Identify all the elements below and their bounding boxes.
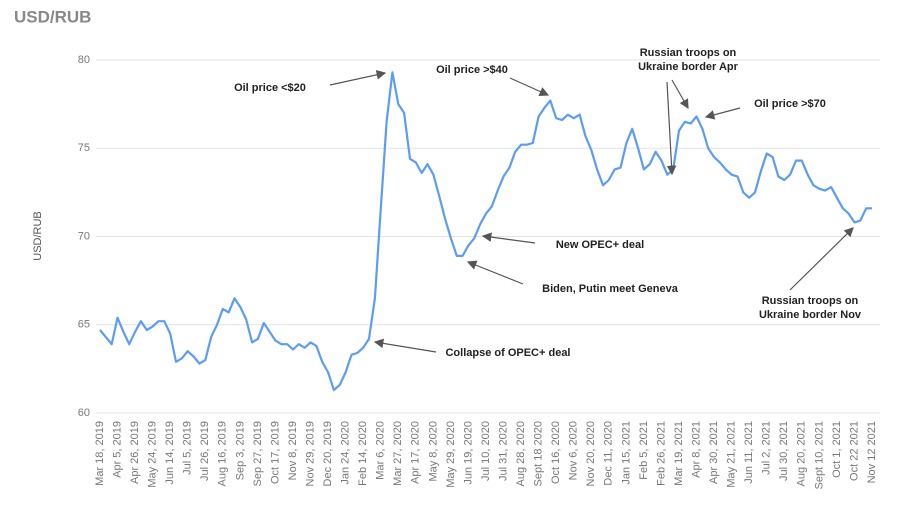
x-tick-label: Sept 18 2020 [533, 421, 545, 486]
x-tick-label: Jul 2, 2021 [761, 421, 773, 475]
x-tick-label: Nov 29, 2019 [304, 421, 316, 486]
annotation: Oil price >$70 [754, 98, 826, 110]
annotation-arrow [509, 77, 550, 96]
x-tick-label: Aug 20, 2021 [796, 421, 808, 486]
annotation: Ukraine border Apr [638, 61, 739, 73]
x-tick-label: Apr 17, 2020 [410, 421, 422, 484]
y-tick-label: 60 [78, 407, 90, 419]
x-tick-label: Sept 10, 2021 [813, 421, 825, 490]
x-tick-label: May 21, 2021 [726, 421, 738, 488]
x-tick-label: Dec 11, 2020 [603, 421, 615, 486]
x-tick-label: Apr 30, 2021 [708, 421, 720, 484]
x-tick-label: May 24, 2019 [147, 421, 159, 488]
x-tick-label: Mar 18, 2019 [94, 421, 106, 486]
annotation-arrow [666, 81, 677, 176]
annotation-arrow [704, 107, 741, 120]
x-tick-label: Oct 22 2021 [848, 421, 860, 481]
y-axis-label: USD/RUB [32, 211, 44, 261]
x-tick-label: Dec 20, 2019 [322, 421, 334, 486]
x-tick-label: Oct 1, 2021 [831, 421, 843, 478]
x-tick-label: Feb 14, 2020 [357, 421, 369, 486]
annotation: Collapse of OPEC+ deal [445, 347, 570, 359]
x-tick-label: Nov 8, 2019 [287, 421, 299, 480]
annotation-arrow [671, 79, 689, 110]
x-tick-label: Jul 10, 2020 [480, 421, 492, 481]
x-tick-label: Mar 6, 2020 [375, 421, 387, 480]
annotation: Ukraine border Nov [759, 309, 862, 321]
y-tick-label: 75 [78, 142, 90, 154]
x-tick-label: Jun 14, 2019 [164, 421, 176, 485]
x-tick-label: Jul 31, 2020 [497, 421, 509, 481]
x-tick-label: Sep 27, 2019 [252, 421, 264, 486]
annotation-arrow [481, 232, 536, 244]
annotation-arrow [466, 260, 524, 285]
x-tick-label: May 29, 2020 [445, 421, 457, 488]
x-tick-label: Jul 30, 2021 [778, 421, 790, 481]
x-tick-label: Sep 3, 2019 [234, 421, 246, 480]
x-tick-label: Jun 19, 2020 [462, 421, 474, 485]
annotation-arrow [789, 227, 854, 291]
y-tick-label: 65 [78, 319, 90, 331]
annotation-arrow [329, 70, 387, 86]
x-tick-label: Jan 24, 2020 [340, 421, 352, 485]
x-tick-label: Feb 5, 2021 [638, 421, 650, 480]
x-tick-label: Nov 6, 2020 [568, 421, 580, 480]
x-tick-label: Jun 11, 2021 [743, 421, 755, 484]
x-tick-label: Apr 5, 2019 [111, 421, 123, 478]
annotation: Oil price <$20 [234, 82, 306, 94]
x-tick-label: Apr 8, 2021 [690, 421, 702, 478]
chart-title: USD/RUB [14, 7, 91, 26]
annotation: Oil price >$40 [436, 64, 508, 76]
x-tick-label: Oct 16, 2020 [550, 421, 562, 484]
data-line [99, 71, 872, 392]
x-tick-label: Aug 16, 2019 [217, 421, 229, 486]
x-tick-label: May 8, 2020 [427, 421, 439, 482]
annotation: Russian troops on [762, 295, 859, 307]
annotation: Biden, Putin meet Geneva [542, 283, 679, 295]
annotation: Russian troops on [640, 47, 737, 59]
annotation-arrow [373, 338, 437, 353]
x-tick-label: Mar 27, 2020 [392, 421, 404, 486]
y-tick-label: 70 [78, 230, 90, 242]
x-tick-label: Jul 5, 2019 [182, 421, 194, 475]
x-tick-label: Mar 19, 2021 [673, 421, 685, 486]
x-tick-label: Apr 26, 2019 [129, 421, 141, 484]
x-tick-label: Nov 12 2021 [866, 421, 878, 483]
x-tick-label: Oct 17, 2019 [269, 421, 281, 484]
y-tick-label: 80 [78, 54, 90, 66]
x-tick-label: Jan 15, 2021 [620, 421, 632, 485]
x-tick-label: Nov 20, 2020 [585, 421, 597, 486]
x-tick-label: Aug 28, 2020 [515, 421, 527, 486]
x-tick-label: Feb 26, 2021 [655, 421, 667, 486]
annotation: New OPEC+ deal [556, 239, 644, 251]
x-tick-label: Jul 26, 2019 [199, 421, 211, 481]
